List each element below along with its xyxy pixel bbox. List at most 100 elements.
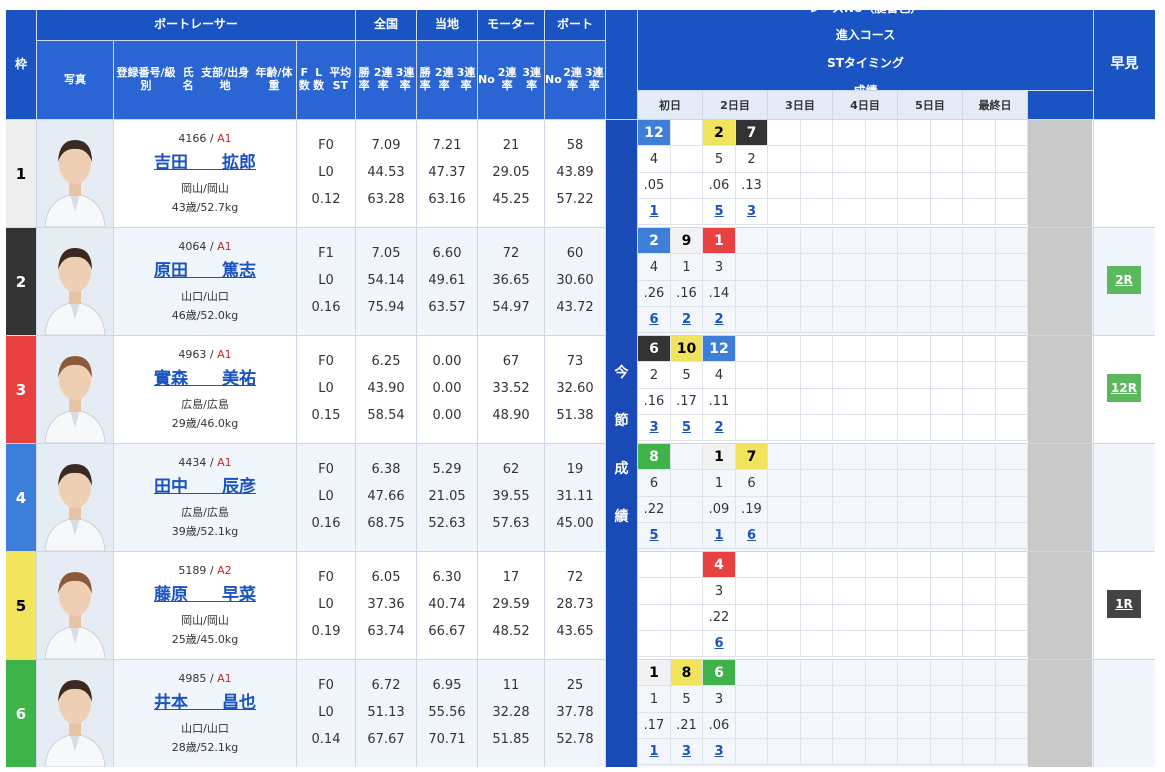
racer-name-link[interactable]: 藤原 早菜	[154, 580, 256, 605]
race-grid-cell	[801, 254, 832, 280]
racer-info: 4963 / A1 實森 美祐 広島/広島 29歳/46.0kg	[114, 336, 296, 443]
result-rank-text[interactable]: 2	[681, 312, 692, 327]
racer-surname[interactable]: 吉田	[154, 153, 188, 173]
racer-name-link[interactable]: 井本 昌也	[154, 688, 256, 713]
fl-value: F0	[297, 566, 355, 588]
race-grid-cell	[703, 713, 735, 738]
result-rank-text[interactable]: 3	[746, 204, 757, 219]
result-st-text: .09	[708, 502, 730, 517]
header-motor: モーター	[478, 10, 544, 40]
header-touchi: 当地	[417, 10, 477, 40]
header-fl-line: 平均ST	[329, 66, 352, 92]
racer-given-name[interactable]: 美祐	[222, 369, 256, 389]
touchi-value-text: 49.61	[428, 272, 466, 288]
result-rank[interactable]: 3	[671, 739, 702, 764]
name-space[interactable]	[188, 585, 222, 605]
name-space[interactable]	[188, 693, 222, 713]
result-rank-text[interactable]: 3	[681, 744, 692, 759]
race-grid-cell	[736, 281, 767, 306]
race-grid-cell	[963, 281, 995, 306]
result-rank[interactable]: 6	[703, 631, 735, 656]
name-space[interactable]	[188, 369, 222, 389]
reg-number: 5189	[178, 564, 207, 577]
race-grid-cell	[898, 552, 930, 577]
racer-name-link[interactable]: 吉田 拡郎	[154, 148, 256, 173]
name-space[interactable]	[188, 153, 222, 173]
boat-value-text: 72	[566, 569, 584, 585]
racer-surname[interactable]: 原田	[154, 261, 188, 281]
age-weight: 46歳/52.0kg	[171, 309, 239, 322]
result-rank[interactable]: 5	[638, 523, 670, 548]
result-rank[interactable]: 3	[703, 739, 735, 764]
race-grid-cell	[963, 660, 995, 685]
hayami-race-link[interactable]: 12R	[1107, 374, 1141, 402]
racer-surname[interactable]: 藤原	[154, 585, 188, 605]
result-rank[interactable]: 1	[638, 199, 670, 224]
racer-given-name[interactable]: 昌也	[222, 693, 256, 713]
racer-name-link[interactable]: 實森 美祐	[154, 364, 256, 389]
result-rank-text[interactable]: 3	[649, 420, 659, 435]
result-rank[interactable]: 6	[736, 523, 767, 548]
touchi-value: 0.00	[417, 350, 477, 372]
name-space[interactable]	[188, 261, 222, 281]
age-weight: 39歳/52.1kg	[171, 525, 239, 538]
result-rank-text[interactable]: 1	[649, 744, 659, 759]
fl-value-text: L0	[318, 704, 334, 720]
result-rank-text[interactable]: 1	[649, 204, 659, 219]
result-rank[interactable]: 3	[736, 199, 767, 224]
touchi-stats: 6.95 55.56 70.71	[417, 660, 477, 767]
result-rank-text[interactable]: 2	[714, 312, 724, 327]
result-rank-text[interactable]: 3	[714, 744, 724, 759]
result-rank[interactable]: 2	[671, 307, 702, 332]
result-rank-text[interactable]: 6	[746, 528, 757, 543]
result-rank-text[interactable]: 5	[714, 204, 724, 219]
grade-sep: /	[206, 348, 218, 361]
racer-name-link[interactable]: 原田 篤志	[154, 256, 256, 281]
hayami-race-link[interactable]: 1R	[1107, 590, 1141, 618]
result-rank[interactable]: 3	[638, 415, 670, 440]
result-rank[interactable]: 1	[638, 739, 670, 764]
race-grid-unused	[1028, 660, 1092, 767]
racer-given-name[interactable]: 篤志	[222, 261, 256, 281]
race-grid-cell	[931, 281, 962, 306]
racer-surname[interactable]: 田中	[154, 477, 188, 497]
header-photo: 写真	[37, 41, 113, 119]
zenkoku-value: 75.94	[356, 296, 416, 318]
zenkoku-value: 47.66	[356, 485, 416, 507]
race-grid-cell	[833, 415, 865, 440]
racer-given-name[interactable]: 辰彦	[222, 477, 256, 497]
racer-surname[interactable]: 井本	[154, 693, 188, 713]
racer-given-name[interactable]: 拡郎	[222, 153, 256, 173]
result-rank-text[interactable]: 2	[714, 420, 724, 435]
racer-given-name[interactable]: 早菜	[222, 585, 256, 605]
result-rank-text[interactable]: 5	[649, 528, 659, 543]
result-rank[interactable]: 5	[671, 415, 702, 440]
result-rank[interactable]: 1	[703, 523, 735, 548]
result-rank-text[interactable]: 6	[714, 636, 724, 651]
racer-surname[interactable]: 實森	[154, 369, 188, 389]
result-rank-text[interactable]: 6	[649, 312, 659, 327]
race-grid-cell	[963, 120, 995, 145]
reg-number: 4985	[178, 672, 207, 685]
zenkoku-value-text: 6.38	[371, 461, 401, 477]
motor-value: 62	[478, 458, 544, 480]
result-rank[interactable]: 5	[703, 199, 735, 224]
result-rank[interactable]: 2	[703, 415, 735, 440]
motor-stats: 72 36.65 54.97	[478, 228, 544, 335]
header-info: 登録番号/級別 氏名 支部/出身地 年齢/体重	[114, 41, 296, 119]
result-rank-text[interactable]: 1	[714, 528, 724, 543]
touchi-stats: 6.30 40.74 66.67	[417, 552, 477, 659]
result-rank[interactable]: 6	[638, 307, 670, 332]
race-grid-cell	[931, 389, 962, 414]
fl-value-text: L0	[318, 488, 334, 504]
hayami-race-link[interactable]: 2R	[1107, 266, 1141, 294]
result-race-text: 6	[649, 340, 659, 357]
name-space[interactable]	[188, 477, 222, 497]
race-grid-cell	[833, 199, 865, 224]
result-rank-text[interactable]: 5	[681, 420, 692, 435]
header-photo-label: 写真	[64, 72, 86, 86]
header-fl-line: F数	[298, 66, 310, 92]
race-grid-cell	[768, 307, 800, 332]
racer-name-link[interactable]: 田中 辰彦	[154, 472, 256, 497]
result-rank[interactable]: 2	[703, 307, 735, 332]
